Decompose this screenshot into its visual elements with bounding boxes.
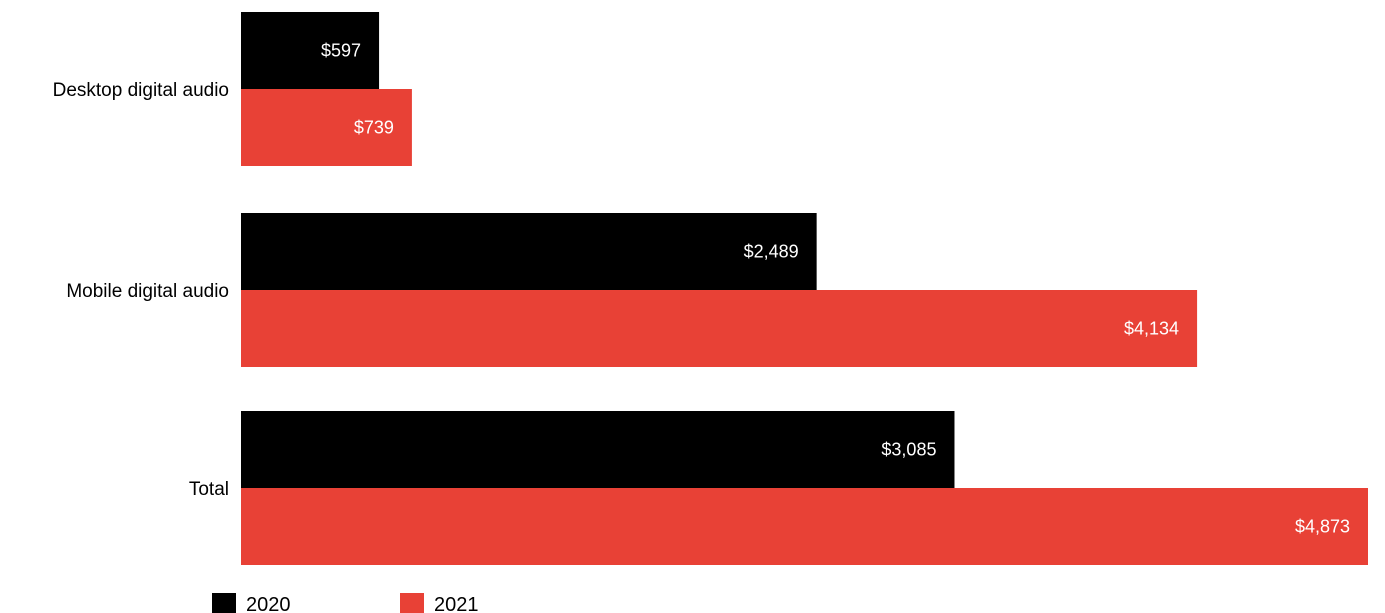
bars-group: $597 $739 $2,489 $4,134 $3,085 $4,873 xyxy=(241,12,1368,565)
legend-label-2020: 2020 xyxy=(246,594,291,613)
value-label-2021-1: $4,134 xyxy=(1124,319,1179,339)
legend-swatch-2021 xyxy=(400,593,424,613)
legend-swatch-2020 xyxy=(212,593,236,613)
bar-2020-2 xyxy=(241,411,955,488)
bar-2021-1 xyxy=(241,290,1198,367)
bar-2021-0 xyxy=(241,89,412,166)
category-label-2: Total xyxy=(189,479,229,500)
value-label-2021-0: $739 xyxy=(354,118,394,138)
legend: 2020 2021 xyxy=(212,593,479,613)
bar-2020-0 xyxy=(241,12,380,89)
category-labels: Desktop digital audio Mobile digital audi… xyxy=(53,80,229,500)
bar-2021-2 xyxy=(241,488,1368,565)
value-label-2020-0: $597 xyxy=(321,41,361,61)
category-label-0: Desktop digital audio xyxy=(53,80,229,101)
value-label-2020-2: $3,085 xyxy=(881,440,936,460)
bar-2020-1 xyxy=(241,213,817,290)
value-label-2020-1: $2,489 xyxy=(744,242,799,262)
value-label-2021-2: $4,873 xyxy=(1295,517,1350,537)
category-label-1: Mobile digital audio xyxy=(66,281,229,302)
legend-label-2021: 2021 xyxy=(434,594,479,613)
